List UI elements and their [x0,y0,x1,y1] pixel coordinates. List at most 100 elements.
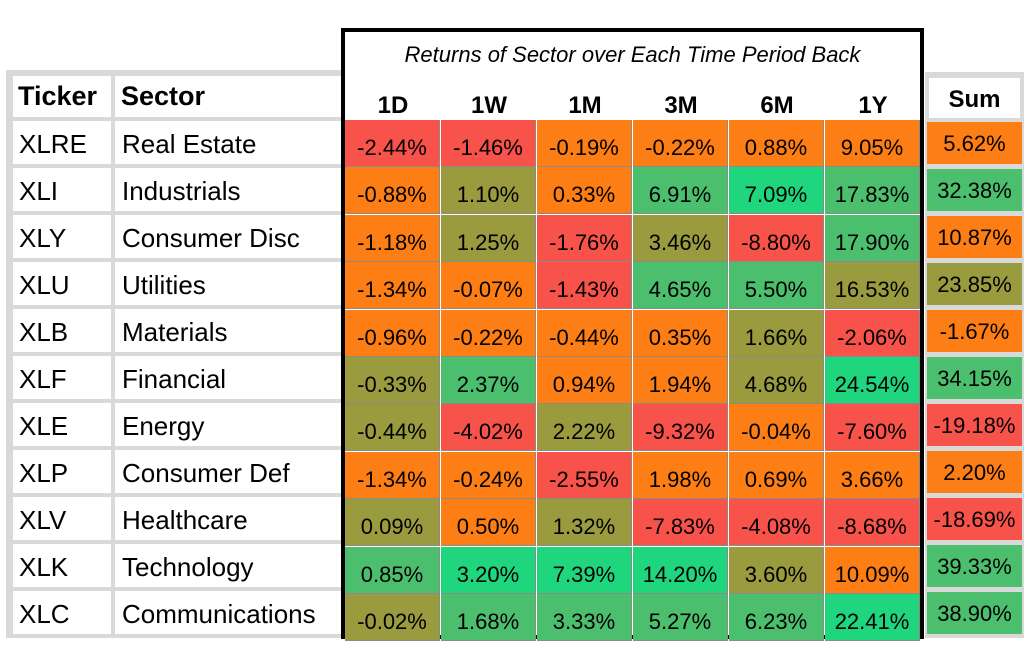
heatmap-cell-xlp-6m: 0.69% [729,452,824,499]
sum-cell-xlf: 34.15% [927,357,1022,399]
heatmap-cell-xlk-1w: 3.20% [441,547,536,594]
heatmap-cell-xlu-1y: 16.53% [825,262,920,309]
heatmap-cell-xlf-1y: 24.54% [825,357,920,404]
heatmap-cell-xly-6m: -8.80% [729,215,824,262]
heatmap-cell-xlv-6m: -4.08% [729,499,824,546]
period-header-1m: 1M [568,92,602,119]
heatmap-cell-xli-1d: -0.88% [345,167,440,214]
sector-cell: Real Estate [115,121,342,164]
sector-cell: Consumer Def [115,450,342,493]
heatmap-cell-xlu-1d: -1.34% [345,262,440,309]
heatmap-cell-xlre-1m: -0.19% [537,120,632,167]
heatmap-cell-xlc-1d: -0.02% [345,594,440,641]
sector-header: Sector [115,76,342,117]
period-header-1y: 1Y [858,92,888,119]
heatmap-cell-xlv-1m: 1.32% [537,499,632,546]
period-header-6m: 6M [760,92,794,119]
ticker-cell: XLF [13,356,111,399]
sector-cell: Technology [115,544,342,587]
sector-cell: Energy [115,403,342,446]
ticker-cell: XLP [13,450,111,493]
sector-cell: Communications [115,591,342,634]
heatmap-cell-xlp-1y: 3.66% [825,452,920,499]
heatmap-cell-xlk-1m: 7.39% [537,547,632,594]
ticker-cell: XLB [13,309,111,352]
ticker-cell: XLU [13,262,111,305]
heatmap-cell-xlu-3m: 4.65% [633,262,728,309]
heatmap-cell-xlb-1y: -2.06% [825,310,920,357]
heatmap-cell-xlk-3m: 14.20% [633,547,728,594]
period-header-1w: 1W [471,92,507,119]
heatmap-cell-xlb-3m: 0.35% [633,310,728,357]
sector-cell: Utilities [115,262,342,305]
heatmap-cell-xli-1y: 17.83% [825,167,920,214]
returns-heatmap: Returns of Sector over Each Time Period … [341,28,924,641]
ticker-cell: XLC [13,591,111,634]
sector-cell: Industrials [115,168,342,211]
heatmap-cell-xlv-1w: 0.50% [441,499,536,546]
heatmap-cell-xly-1d: -1.18% [345,215,440,262]
sum-column: Sum 5.62% 32.38% 10.87% 23.85% -1.67% 34.15% -… [925,72,1024,638]
heatmap-cell-xli-3m: 6.91% [633,167,728,214]
heatmap-cell-xly-1w: 1.25% [441,215,536,262]
heatmap-cell-xlf-6m: 4.68% [729,357,824,404]
sector-cell: Consumer Disc [115,215,342,258]
heatmap-cell-xli-6m: 7.09% [729,167,824,214]
heatmap-cell-xlu-1m: -1.43% [537,262,632,309]
ticker-cell: XLI [13,168,111,211]
heatmap-cell-xlre-1w: -1.46% [441,120,536,167]
sum-cell-xlv: -18.69% [927,498,1022,540]
heatmap-cell-xlf-1w: 2.37% [441,357,536,404]
heatmap-cell-xlre-1d: -2.44% [345,120,440,167]
ticker-cell: XLY [13,215,111,258]
heatmap-cell-xlk-6m: 3.60% [729,547,824,594]
heatmap-cell-xle-1y: -7.60% [825,404,920,451]
heatmap-cell-xlu-1w: -0.07% [441,262,536,309]
ticker-header: Ticker [13,76,111,117]
heatmap-cell-xle-1m: 2.22% [537,404,632,451]
heatmap-cell-xlp-1w: -0.24% [441,452,536,499]
heatmap-cell-xlf-1d: -0.33% [345,357,440,404]
sum-cell-xlu: 23.85% [927,263,1022,305]
ticker-cell: XLE [13,403,111,446]
heatmap-cell-xlk-1y: 10.09% [825,547,920,594]
sum-header: Sum [929,78,1020,118]
heatmap-cell-xlre-3m: -0.22% [633,120,728,167]
sum-cell-xlb: -1.67% [927,310,1022,352]
heatmap-cell-xlb-6m: 1.66% [729,310,824,357]
heatmap-cell-xly-3m: 3.46% [633,215,728,262]
sum-cell-xlre: 5.62% [927,122,1022,164]
heatmap-cell-xli-1w: 1.10% [441,167,536,214]
heatmap-cell-xlb-1w: -0.22% [441,310,536,357]
heatmap-cell-xlu-6m: 5.50% [729,262,824,309]
heatmap-cell-xlre-1y: 9.05% [825,120,920,167]
heatmap-cell-xlc-1m: 3.33% [537,594,632,641]
heatmap-cell-xlc-3m: 5.27% [633,594,728,641]
heatmap-cell-xlf-3m: 1.94% [633,357,728,404]
heatmap-cell-xly-1y: 17.90% [825,215,920,262]
heatmap-cell-xlp-3m: 1.98% [633,452,728,499]
sector-table: Ticker Sector XLRE Real Estate XLI Industri… [6,70,342,638]
heatmap-cell-xle-3m: -9.32% [633,404,728,451]
sum-cell-xlk: 39.33% [927,545,1022,587]
period-header-1d: 1D [377,92,409,119]
heatmap-cell-xlb-1d: -0.96% [345,310,440,357]
sum-cell-xli: 32.38% [927,169,1022,211]
sum-cell-xle: -19.18% [927,404,1022,446]
heatmap-cell-xle-1d: -0.44% [345,404,440,451]
heatmap-cell-xlc-6m: 6.23% [729,594,824,641]
heatmap-cell-xle-6m: -0.04% [729,404,824,451]
period-header-3m: 3M [664,92,698,119]
ticker-cell: XLRE [13,121,111,164]
sum-cell-xlp: 2.20% [927,451,1022,493]
ticker-cell: XLK [13,544,111,587]
heatmap-cell-xlf-1m: 0.94% [537,357,632,404]
heatmap-cell-xlv-1d: 0.09% [345,499,440,546]
heatmap-cell-xlre-6m: 0.88% [729,120,824,167]
heatmap-cell-xli-1m: 0.33% [537,167,632,214]
heatmap-cell-xlc-1y: 22.41% [825,594,920,641]
sector-cell: Healthcare [115,497,342,540]
sector-cell: Materials [115,309,342,352]
heatmap-cell-xlv-1y: -8.68% [825,499,920,546]
sum-cell-xlc: 38.90% [927,592,1022,634]
